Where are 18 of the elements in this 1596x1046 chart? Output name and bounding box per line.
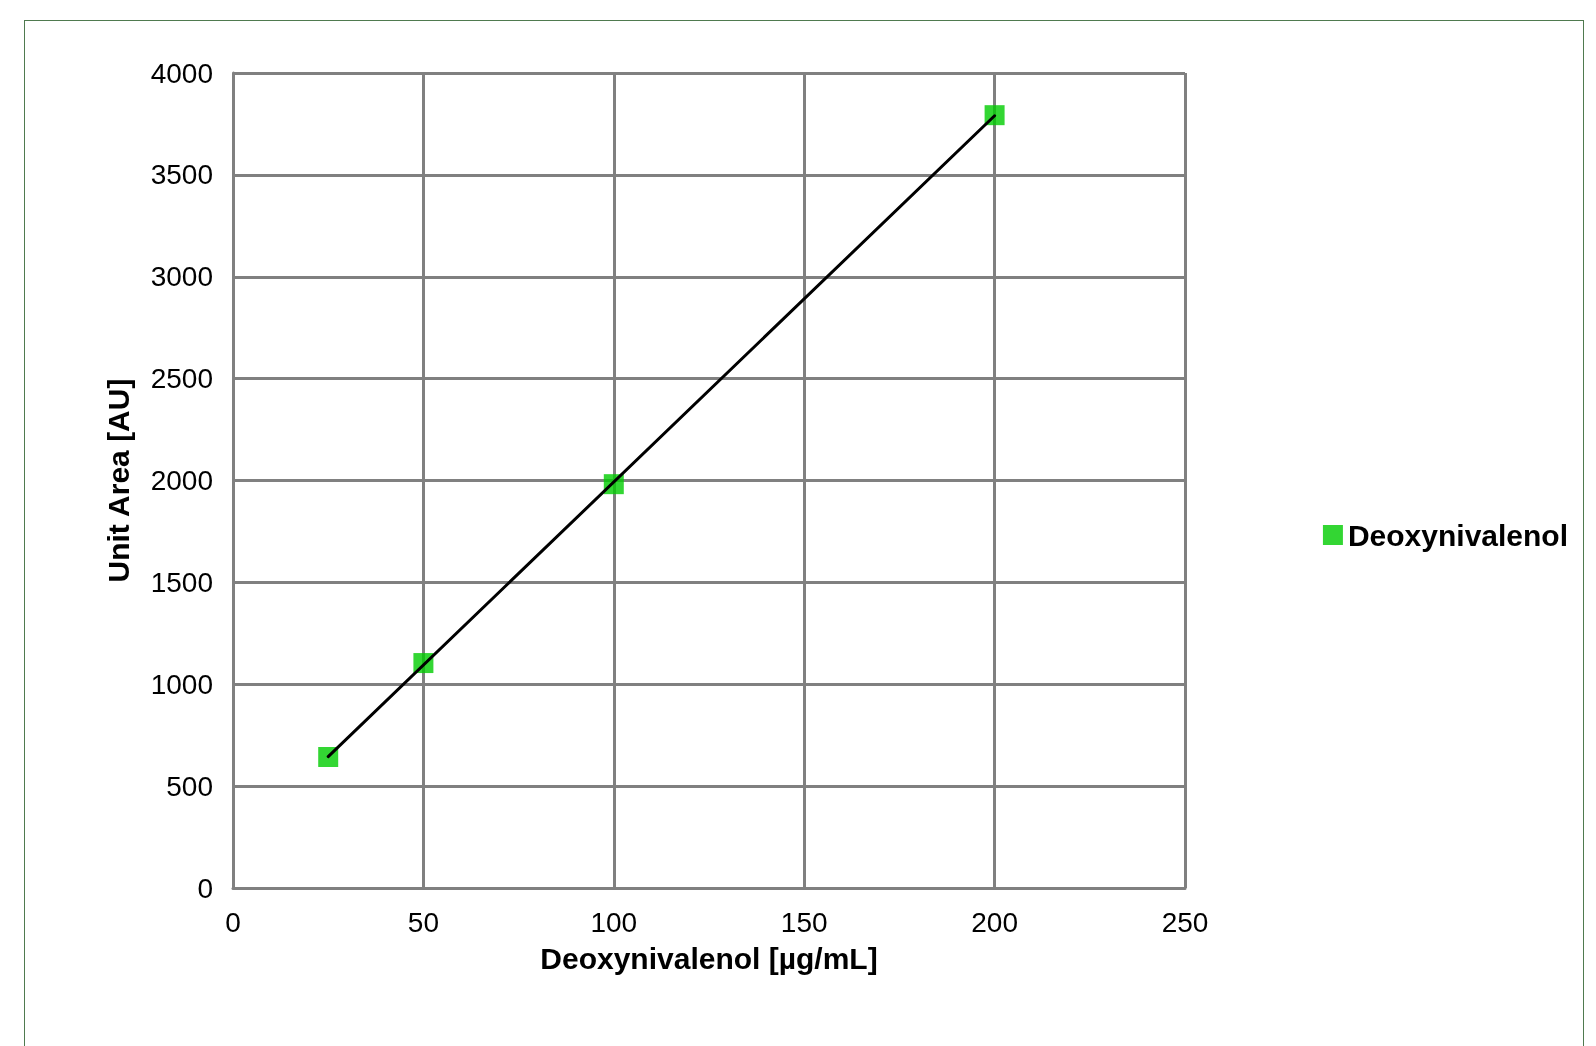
y-tick-label: 2000: [150, 465, 213, 496]
x-tick-label: 100: [590, 906, 638, 938]
x-tick-label: 0: [225, 906, 241, 938]
y-tick-label: 3500: [150, 159, 213, 191]
x-tick-label: 150: [780, 906, 828, 938]
y-tick-label: 1000: [150, 668, 213, 700]
legend-label: Deoxynivalenol: [1347, 518, 1568, 552]
x-tick-label: 250: [1161, 906, 1209, 938]
y-tick-label: 2500: [150, 363, 213, 395]
x-tick-label: 200: [971, 906, 1018, 938]
y-tick-label: 1500: [150, 566, 213, 598]
y-tick-label: 3000: [150, 261, 213, 293]
y-tick-label: 0: [197, 872, 213, 904]
y-tick-label: 500: [166, 770, 213, 802]
x-tick-label: 50: [407, 906, 439, 938]
x-axis-title: Deoxynivalenol [µg/mL]: [540, 941, 878, 975]
y-tick-label: 4000: [150, 57, 213, 89]
y-axis-title: Unit Area [AU]: [101, 378, 135, 583]
